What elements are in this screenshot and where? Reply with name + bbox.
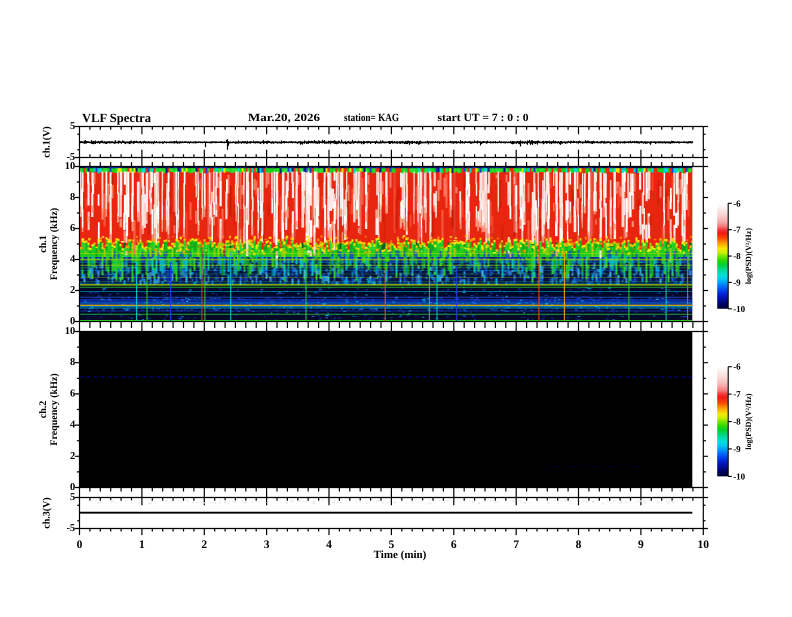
- svg-text:ch.2: ch.2: [38, 401, 49, 419]
- svg-text:-8: -8: [733, 251, 741, 261]
- svg-text:-6: -6: [733, 198, 741, 208]
- svg-text:8: 8: [576, 539, 582, 551]
- svg-text:ch.1(V): ch.1(V): [42, 126, 53, 157]
- svg-text:7: 7: [513, 539, 519, 551]
- svg-text:-6: -6: [733, 362, 741, 372]
- svg-text:-5: -5: [66, 152, 75, 163]
- svg-text:8: 8: [70, 192, 75, 203]
- svg-text:-9: -9: [733, 444, 741, 454]
- svg-text:4: 4: [70, 420, 76, 431]
- svg-text:-7: -7: [733, 389, 741, 399]
- svg-text:0: 0: [77, 539, 83, 551]
- svg-text:6: 6: [451, 539, 457, 551]
- svg-text:0: 0: [70, 316, 75, 327]
- svg-text:Frequency (kHz): Frequency (kHz): [49, 208, 60, 280]
- svg-text:ch.1: ch.1: [38, 235, 49, 253]
- svg-text:5: 5: [70, 121, 75, 132]
- svg-text:2: 2: [70, 451, 75, 462]
- svg-text:start UT = 7 : 0 : 0: start UT = 7 : 0 : 0: [438, 112, 530, 124]
- svg-text:5: 5: [70, 492, 75, 503]
- svg-text:-5: -5: [66, 523, 75, 534]
- svg-text:-9: -9: [733, 277, 741, 287]
- svg-text:4: 4: [70, 254, 76, 265]
- svg-text:8: 8: [70, 357, 75, 368]
- svg-text:6: 6: [70, 388, 75, 399]
- svg-text:VLF Spectra: VLF Spectra: [82, 111, 152, 125]
- svg-text:Frequency (kHz): Frequency (kHz): [49, 373, 60, 445]
- svg-text:-7: -7: [733, 225, 741, 235]
- svg-text:2: 2: [70, 285, 75, 296]
- svg-text:log(PSD)(V²/Hz): log(PSD)(V²/Hz): [744, 393, 753, 450]
- svg-text:6: 6: [70, 223, 75, 234]
- svg-text:3: 3: [264, 539, 270, 551]
- svg-text:ch.3(V): ch.3(V): [42, 497, 53, 528]
- svg-text:-10: -10: [733, 304, 745, 314]
- svg-text:9: 9: [638, 539, 644, 551]
- svg-text:1: 1: [139, 539, 145, 551]
- svg-text:log(PSD)(V²/Hz): log(PSD)(V²/Hz): [744, 228, 753, 285]
- svg-text:Time (min): Time (min): [374, 549, 427, 561]
- svg-text:-10: -10: [733, 471, 745, 481]
- svg-text:4: 4: [326, 539, 332, 551]
- svg-text:-8: -8: [733, 417, 741, 427]
- svg-text:10: 10: [65, 161, 76, 172]
- svg-text:10: 10: [65, 326, 76, 337]
- svg-text:station= KAG: station= KAG: [344, 112, 399, 124]
- svg-text:2: 2: [201, 539, 207, 551]
- svg-text:Mar.20, 2026: Mar.20, 2026: [248, 112, 321, 124]
- svg-text:5: 5: [389, 539, 395, 551]
- svg-text:10: 10: [698, 539, 710, 551]
- svg-text:0: 0: [70, 482, 75, 493]
